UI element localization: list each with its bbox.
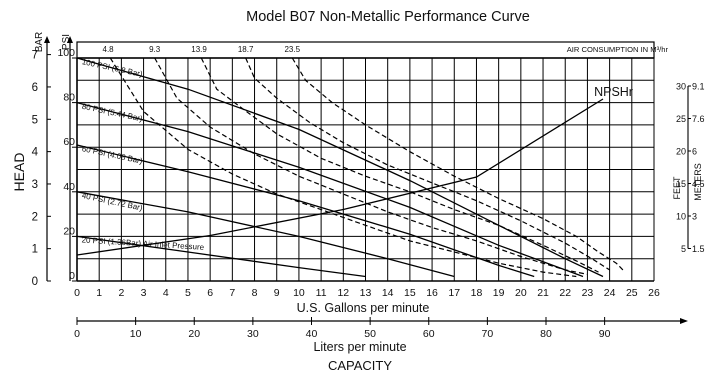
- pressure-curve: [76, 191, 455, 278]
- bar-tick-label: 7: [32, 50, 38, 62]
- lpm-tick-label: 50: [364, 328, 376, 340]
- feet-tick-label: 15: [676, 179, 686, 189]
- gpm-tick-label: 3: [141, 287, 147, 299]
- bar-tick-label: 0: [32, 276, 38, 288]
- psi-axis-arrow: [67, 36, 73, 43]
- gpm-tick-label: 13: [360, 287, 372, 299]
- npshr-curve: [76, 98, 604, 256]
- gpm-tick-label: 11: [316, 287, 327, 299]
- head-axis-label: HEAD: [11, 153, 27, 192]
- gpm-tick-label: 21: [537, 287, 549, 299]
- psi-axis-label: PSI: [61, 34, 72, 50]
- gpm-tick-label: 5: [185, 287, 191, 299]
- lpm-tick-label: 70: [482, 328, 494, 340]
- gpm-tick-label: 15: [404, 287, 416, 299]
- air-consumption-curve: [200, 57, 599, 273]
- air-consumption-tick-label: 4.8: [103, 45, 115, 54]
- feet-tick-label: 5: [681, 244, 686, 254]
- gpm-tick-label: 20: [515, 287, 527, 299]
- psi-tick-label: 60: [63, 136, 75, 148]
- meters-tick-label: 9.1: [692, 82, 705, 92]
- gpm-tick-label: 2: [118, 287, 124, 299]
- bar-axis-label: BAR: [34, 32, 45, 53]
- gpm-tick-label: 1: [96, 287, 102, 299]
- gpm-tick-label: 10: [293, 287, 305, 299]
- meters-tick-label: 6: [692, 147, 697, 157]
- gpm-tick-label: 9: [274, 287, 280, 299]
- bar-tick-label: 5: [32, 114, 38, 126]
- lpm-tick-label: 30: [247, 328, 259, 340]
- psi-tick-label: 40: [63, 181, 75, 193]
- lpm-tick-label: 60: [423, 328, 435, 340]
- feet-tick-label: 10: [676, 212, 686, 222]
- lpm-tick-label: 0: [74, 328, 80, 340]
- gpm-tick-label: 6: [207, 287, 213, 299]
- gpm-tick-label: 8: [252, 287, 258, 299]
- lpm-tick-label: 80: [540, 328, 552, 340]
- gpm-tick-label: 18: [471, 287, 483, 299]
- axes: BAR PSI HEAD U.S. Gallons per minute Lit…: [11, 32, 705, 373]
- feet-tick-label: 25: [676, 114, 686, 124]
- lpm-tick-label: 40: [306, 328, 318, 340]
- lpm-axis-label: Liters per minute: [313, 340, 406, 354]
- chart-title: Model B07 Non-Metallic Performance Curve: [246, 9, 530, 25]
- meters-tick-label: 7.6: [692, 114, 705, 124]
- gpm-axis-label: U.S. Gallons per minute: [297, 301, 430, 315]
- meters-tick-label: 1.5: [692, 244, 705, 254]
- npshr-curve-group: NPSHr: [76, 85, 633, 256]
- gpm-tick-label: 0: [74, 287, 80, 299]
- gpm-tick-label: 12: [337, 287, 349, 299]
- lpm-tick-label: 10: [130, 328, 142, 340]
- air-consumption-curve: [109, 57, 577, 278]
- bar-tick-label: 6: [32, 82, 38, 94]
- npshr-curve-label: NPSHr: [594, 85, 633, 99]
- bar-axis-arrow: [44, 36, 50, 43]
- meters-axis-label: METERS: [693, 163, 703, 201]
- air-consumption-curve: [245, 57, 610, 271]
- air-consumption-label: AIR CONSUMPTION IN M³/hr: [567, 45, 669, 54]
- gpm-tick-label: 24: [604, 287, 616, 299]
- gpm-tick-label: 26: [648, 287, 660, 299]
- bar-tick-label: 1: [32, 244, 38, 256]
- bar-tick-label: 2: [32, 211, 38, 223]
- air-consumption-tick-label: 9.3: [149, 45, 161, 54]
- psi-tick-label: 100: [57, 47, 75, 59]
- psi-tick-label: 0: [69, 270, 75, 282]
- bar-tick-label: 3: [32, 179, 38, 191]
- feet-tick-label: 30: [676, 82, 686, 92]
- pressure-curve: [76, 235, 366, 278]
- gpm-tick-label: 4: [163, 287, 169, 299]
- feet-tick-label: 20: [676, 147, 686, 157]
- gpm-tick-label: 16: [426, 287, 438, 299]
- pressure-curve: [76, 57, 604, 278]
- air-consumption-strip: [76, 41, 655, 59]
- lpm-tick-label: 90: [599, 328, 611, 340]
- gpm-tick-label: 17: [448, 287, 460, 299]
- lpm-tick-label: 20: [188, 328, 200, 340]
- air-consumption-axis: AIR CONSUMPTION IN M³/hr 4.8 9.3 13.9 18.7 2…: [76, 41, 669, 59]
- bar-tick-label: 4: [32, 147, 39, 159]
- pressure-curve: [76, 144, 535, 278]
- air-consumption-curve: [291, 57, 624, 271]
- air-consumption-tick-label: 23.5: [284, 45, 300, 54]
- meters-tick-label: 3: [692, 212, 697, 222]
- capacity-label: CAPACITY: [328, 358, 392, 373]
- air-consumption-curve: [154, 57, 588, 275]
- gpm-tick-label: 23: [582, 287, 594, 299]
- air-consumption-tick-label: 18.7: [238, 45, 254, 54]
- gpm-tick-label: 25: [626, 287, 638, 299]
- psi-tick-label: 80: [63, 92, 75, 104]
- gpm-tick-label: 14: [382, 287, 394, 299]
- air-consumption-tick-label: 13.9: [191, 45, 207, 54]
- lpm-axis-arrow: [680, 318, 688, 324]
- feet-axis-label: FEET: [672, 176, 682, 200]
- gpm-tick-label: 22: [559, 287, 571, 299]
- psi-tick-label: 20: [63, 225, 75, 237]
- gpm-tick-label: 7: [229, 287, 235, 299]
- meters-tick-label: 4.5: [692, 179, 705, 189]
- air-consumption-curves: [109, 57, 624, 278]
- pressure-curve: [76, 101, 584, 278]
- gpm-tick-label: 19: [493, 287, 505, 299]
